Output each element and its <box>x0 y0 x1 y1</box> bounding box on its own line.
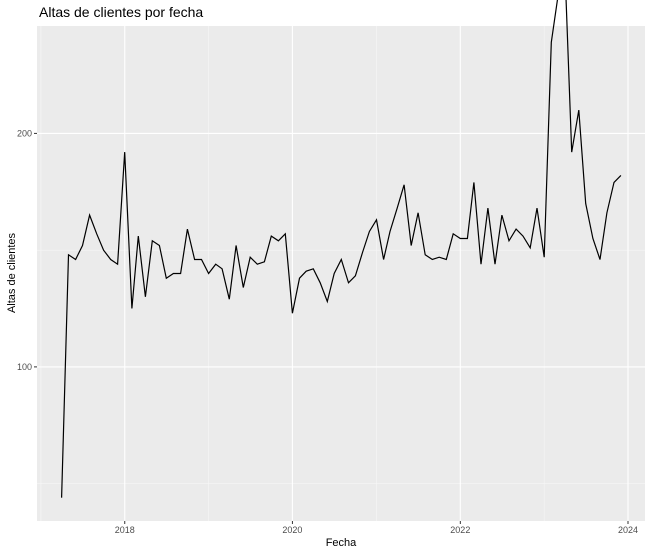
axis-ticks <box>34 132 629 524</box>
x-tick-label: 2024 <box>618 525 638 535</box>
x-tick-label: 2022 <box>450 525 470 535</box>
series-line <box>61 0 622 498</box>
y-tick-label: 200 <box>17 128 32 138</box>
x-axis-label: Fecha <box>325 537 357 549</box>
panel-background <box>37 26 645 521</box>
x-tick-label: 2020 <box>282 525 302 535</box>
y-axis-label: Altas de clientes <box>6 232 18 314</box>
major-gridlines <box>37 26 645 521</box>
x-tick-label: 2018 <box>115 525 135 535</box>
y-tick-labels: 100 200 <box>17 128 32 371</box>
x-tick-labels: 2018 2020 2022 2024 <box>115 525 638 535</box>
y-tick-label: 100 <box>17 362 32 372</box>
chart-title: Altas de clientes por fecha <box>39 4 204 20</box>
